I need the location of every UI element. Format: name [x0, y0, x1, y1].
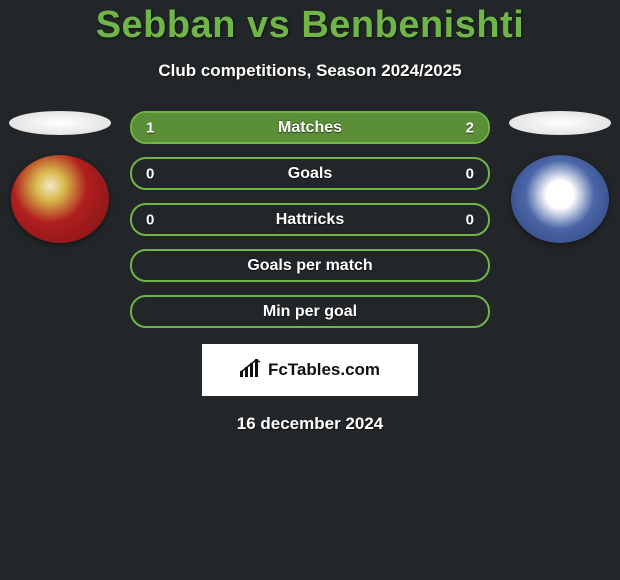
stat-bar-min-per-goal: Min per goal: [130, 295, 490, 328]
stat-value-left: 1: [146, 119, 154, 136]
date-line: 16 december 2024: [0, 414, 620, 434]
right-team-badge: [511, 155, 609, 243]
credit-box: FcTables.com: [202, 344, 418, 396]
stat-bar-hattricks: 0 Hattricks 0: [130, 203, 490, 236]
chart-icon: [240, 359, 262, 382]
right-player-placeholder: [509, 111, 611, 135]
stat-bar-matches: 1 Matches 2: [130, 111, 490, 144]
stat-label: Goals per match: [247, 257, 372, 275]
stat-value-left: 0: [146, 165, 154, 182]
left-player-placeholder: [9, 111, 111, 135]
right-player-col: [500, 111, 620, 243]
subtitle: Club competitions, Season 2024/2025: [0, 61, 620, 81]
stat-value-left: 0: [146, 211, 154, 228]
stat-bar-goals-per-match: Goals per match: [130, 249, 490, 282]
stat-value-right: 2: [466, 119, 474, 136]
stat-label: Min per goal: [263, 303, 357, 321]
infographic-content: Sebban vs Benbenishti Club competitions,…: [0, 0, 620, 580]
stat-label: Matches: [278, 119, 342, 137]
stat-label: Goals: [288, 165, 332, 183]
stats-column: 1 Matches 2 0 Goals 0 0 Hattricks 0: [120, 111, 500, 328]
stat-value-right: 0: [466, 165, 474, 182]
main-row: 1 Matches 2 0 Goals 0 0 Hattricks 0: [0, 111, 620, 328]
left-player-col: [0, 111, 120, 243]
stat-value-right: 0: [466, 211, 474, 228]
stat-bar-goals: 0 Goals 0: [130, 157, 490, 190]
page-title: Sebban vs Benbenishti: [0, 4, 620, 47]
left-team-badge: [11, 155, 109, 243]
credit-text: FcTables.com: [268, 360, 380, 380]
stat-label: Hattricks: [276, 211, 344, 229]
